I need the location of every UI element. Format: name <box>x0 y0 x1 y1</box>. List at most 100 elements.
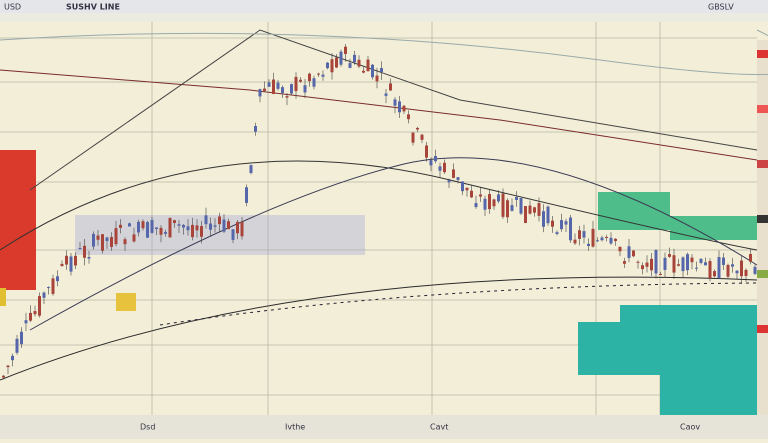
candle-body <box>299 79 302 82</box>
scale-marker <box>757 325 768 333</box>
candle-body <box>506 200 509 218</box>
candle-body <box>317 73 320 75</box>
candle-body <box>407 114 410 120</box>
candle-body <box>605 236 608 238</box>
candle-body <box>353 54 356 63</box>
trend-line <box>0 69 758 161</box>
candle-body <box>330 59 334 73</box>
candle-body <box>591 228 595 247</box>
candle-body <box>308 73 311 82</box>
candle-body <box>731 264 734 267</box>
candle-body <box>357 59 361 67</box>
candle-body <box>236 221 239 234</box>
candle-body <box>132 234 136 242</box>
candle-body <box>33 311 37 315</box>
candle-body <box>434 156 437 162</box>
candle-body <box>222 219 226 232</box>
candle-body <box>231 229 235 240</box>
candle-body <box>596 240 599 242</box>
candle-body <box>542 211 545 227</box>
candle-body <box>11 355 14 361</box>
candle-body <box>483 198 487 210</box>
candle-body <box>537 203 541 216</box>
candle-body <box>564 221 568 225</box>
trend-line <box>0 160 758 251</box>
candle-body <box>618 246 622 252</box>
candle-body <box>681 257 685 272</box>
symbol[interactable]: USD <box>4 3 21 12</box>
candle-body <box>60 263 64 267</box>
price-scale <box>757 40 768 415</box>
footer-label[interactable]: Caov <box>680 423 700 432</box>
candle-body <box>627 246 631 258</box>
footer <box>0 415 768 439</box>
candle-body <box>614 238 617 242</box>
candle-body <box>371 64 374 78</box>
candle-body <box>227 221 230 230</box>
candle-body <box>497 194 500 202</box>
candle-body <box>344 46 347 54</box>
candle-body <box>708 261 712 279</box>
candle-body <box>524 206 527 223</box>
candle-body <box>623 261 626 264</box>
candle-body <box>677 264 680 266</box>
candle-body <box>753 266 757 274</box>
candle-body <box>375 75 379 82</box>
scale-marker <box>757 50 768 58</box>
candle-body <box>447 180 451 183</box>
trend-lines <box>0 29 768 381</box>
candle-body <box>6 365 10 368</box>
candle-body <box>528 205 532 214</box>
candle-body <box>155 227 158 229</box>
price-scale-markers <box>757 50 768 333</box>
candle-body <box>722 257 725 265</box>
scale-marker <box>757 215 768 223</box>
zone-teal <box>578 305 757 415</box>
zone-green <box>670 216 757 240</box>
candle-body <box>114 228 118 245</box>
candle-body <box>20 331 23 345</box>
candle-body <box>474 203 478 208</box>
candle-body <box>339 51 343 65</box>
candle-body <box>119 224 122 228</box>
candle-body <box>74 255 77 266</box>
candle-body <box>573 239 577 244</box>
candle-body <box>245 187 248 203</box>
candle-body <box>105 237 109 241</box>
candle-body <box>335 57 338 68</box>
candle-body <box>267 82 271 87</box>
zone-red <box>0 150 36 290</box>
trend-line <box>29 157 758 331</box>
sub-toolbar <box>0 13 768 22</box>
candle-body <box>137 221 140 233</box>
candle-body <box>600 237 604 241</box>
scale-marker <box>757 160 768 168</box>
footer-label[interactable]: Dsd <box>140 423 155 432</box>
candle-body <box>510 205 514 211</box>
zone-yellow <box>0 288 6 306</box>
candle-body <box>110 236 113 247</box>
candle-body <box>204 215 208 225</box>
candle-body <box>744 269 748 276</box>
chart-title: SUSHV LINE <box>66 3 120 12</box>
candle-body <box>672 255 676 273</box>
scale-marker <box>757 270 768 278</box>
candle-body <box>609 237 613 244</box>
candle-body <box>686 254 689 271</box>
candle-body <box>56 276 59 282</box>
footer-label[interactable]: Cavt <box>430 423 448 432</box>
footer-label[interactable]: Ivthe <box>285 423 305 432</box>
toolbar-right[interactable]: GBSLV <box>708 3 734 12</box>
candle-body <box>717 257 721 279</box>
candle-body <box>452 169 455 178</box>
candle-body <box>582 231 586 238</box>
candle-body <box>24 320 28 324</box>
candle-body <box>569 217 572 241</box>
candle-body <box>546 206 550 224</box>
candle-body <box>398 101 401 113</box>
candle-body <box>285 96 289 98</box>
candle-body <box>38 296 41 316</box>
candle-body <box>488 194 491 210</box>
candle-body <box>429 160 433 166</box>
